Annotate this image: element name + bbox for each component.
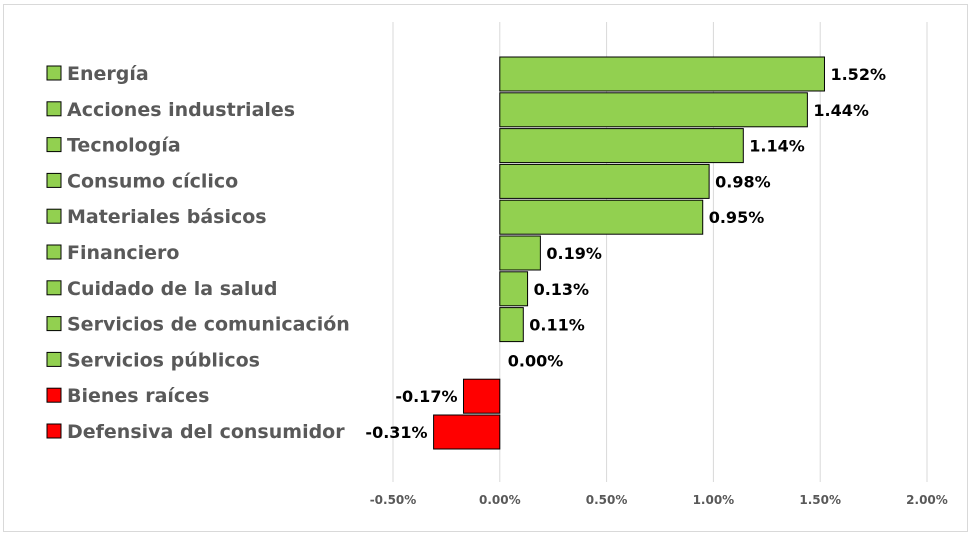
legend-label: Cuidado de la salud: [67, 278, 278, 300]
legend-label: Acciones industriales: [67, 99, 295, 121]
bar: [499, 307, 524, 343]
legend-swatch: [46, 316, 62, 332]
bar: [433, 414, 501, 450]
bar: [499, 235, 541, 271]
bar: [499, 128, 744, 164]
legend-swatch: [46, 244, 62, 260]
bar: [499, 163, 710, 199]
x-tick-label: -0.50%: [370, 493, 417, 507]
data-label: 1.52%: [830, 65, 886, 84]
data-label: 1.14%: [749, 137, 805, 156]
x-tick-label: 1.00%: [693, 493, 735, 507]
legend-label: Consumo cíclico: [67, 170, 238, 192]
legend-label: Tecnología: [67, 135, 181, 157]
data-label: 0.00%: [508, 351, 564, 370]
bar: [499, 199, 704, 235]
data-label: 0.95%: [709, 208, 765, 227]
legend-label: Energía: [67, 63, 149, 85]
legend-swatch: [46, 208, 62, 224]
bar: [499, 56, 825, 92]
bar: [499, 271, 529, 307]
x-tick-label: 1.50%: [799, 493, 841, 507]
data-label: -0.17%: [395, 387, 457, 406]
legend-label: Defensiva del consumidor: [67, 421, 345, 443]
data-label: 0.19%: [546, 244, 602, 263]
legend-swatch: [46, 387, 62, 403]
legend-label: Servicios de comunicación: [67, 314, 350, 336]
x-tick-label: 2.00%: [906, 493, 948, 507]
legend-swatch: [46, 101, 62, 117]
legend-swatch: [46, 137, 62, 153]
data-label: -0.31%: [365, 423, 427, 442]
data-label: 0.13%: [534, 280, 590, 299]
legend-swatch: [46, 65, 62, 81]
x-tick-label: 0.00%: [479, 493, 521, 507]
legend-label: Bienes raíces: [67, 385, 209, 407]
legend-swatch: [46, 351, 62, 367]
legend-label: Materiales básicos: [67, 206, 267, 228]
bar: [462, 378, 501, 414]
legend-label: Financiero: [67, 242, 179, 264]
legend-swatch: [46, 280, 62, 296]
data-label: 0.98%: [715, 172, 771, 191]
legend-swatch: [46, 423, 62, 439]
bar: [499, 92, 808, 128]
legend-swatch: [46, 172, 62, 188]
legend-label: Servicios públicos: [67, 349, 260, 371]
data-label: 1.44%: [813, 101, 869, 120]
data-label: 0.11%: [529, 316, 585, 335]
x-tick-label: 0.50%: [586, 493, 628, 507]
